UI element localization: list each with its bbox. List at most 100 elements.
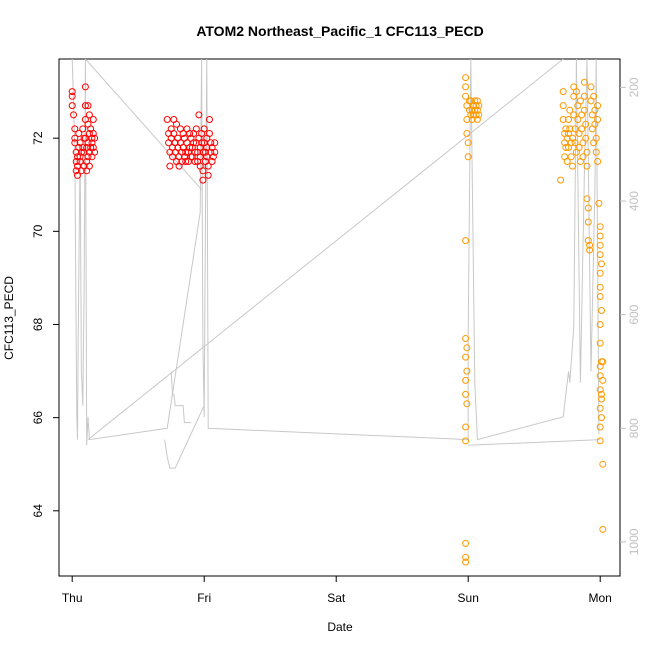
data-point (91, 134, 99, 142)
data-point (571, 139, 579, 147)
data-point (89, 144, 97, 151)
data-point (580, 106, 588, 114)
data-point (182, 148, 190, 156)
data-point (179, 130, 187, 137)
x-tick-label: Sun (458, 591, 479, 605)
data-point (583, 162, 591, 170)
data-point (584, 218, 592, 226)
data-point (473, 97, 481, 105)
data-point (72, 158, 80, 165)
x-tick-label: Fri (197, 591, 211, 605)
data-point (186, 144, 194, 151)
data-point (195, 111, 203, 119)
data-point (462, 83, 470, 91)
data-point (578, 125, 586, 133)
data-point (463, 367, 471, 375)
data-point (596, 423, 604, 431)
right-axis: 200 400 600 800 1000 (620, 77, 641, 555)
data-point (583, 195, 591, 203)
data-point (557, 176, 565, 184)
data-point (463, 116, 471, 123)
data-point (462, 376, 470, 384)
data-point (81, 83, 89, 91)
data-point (567, 139, 575, 147)
data-point (186, 130, 194, 137)
data-point (468, 106, 476, 114)
data-point (470, 111, 477, 119)
data-point (91, 148, 99, 156)
data-point (204, 162, 212, 170)
data-point (468, 116, 476, 123)
data-point (198, 139, 206, 147)
x-axis: Thu Fri Sat Sun Mon (62, 576, 612, 605)
data-point (563, 158, 571, 165)
data-point (464, 139, 472, 147)
data-point (206, 130, 213, 137)
data-point (471, 97, 479, 105)
data-point (596, 339, 604, 347)
data-point (559, 102, 567, 110)
data-point (598, 260, 605, 268)
data-point (204, 171, 212, 179)
data-point (89, 130, 97, 137)
data-point (87, 144, 95, 151)
data-point (559, 88, 567, 96)
data-point (84, 102, 92, 110)
profile-line (71, 58, 600, 446)
data-point (594, 102, 602, 110)
y-axis-label: CFC113_PECD (2, 276, 16, 360)
data-point (202, 148, 209, 156)
profile-connector (85, 58, 202, 191)
right-tick-label: 200 (627, 77, 641, 97)
data-point (76, 153, 84, 161)
data-point (584, 204, 592, 212)
data-point (462, 390, 470, 398)
data-point (203, 153, 211, 161)
data-point (68, 102, 76, 110)
data-point (559, 116, 567, 123)
data-point (463, 130, 471, 137)
y-tick-label: 68 (31, 317, 45, 331)
right-tick-label: 600 (627, 304, 641, 324)
data-point (596, 293, 604, 300)
data-point (74, 171, 81, 179)
data-point (594, 116, 602, 123)
data-point (579, 153, 587, 161)
data-point (472, 111, 480, 119)
data-point (596, 232, 604, 240)
data-point (79, 125, 87, 133)
data-point (84, 153, 92, 161)
y-tick-label: 64 (31, 504, 45, 518)
profile-line-segment (164, 405, 205, 469)
data-point (462, 237, 470, 245)
data-point (576, 97, 584, 105)
right-tick-label: 800 (627, 418, 641, 438)
data-point (462, 553, 470, 561)
data-point (572, 88, 580, 96)
data-point (462, 353, 470, 361)
profile-line-segment (170, 371, 191, 424)
data-points (68, 74, 607, 566)
data-point (571, 125, 579, 133)
data-point (587, 83, 595, 91)
data-point (211, 139, 219, 147)
data-point (596, 437, 604, 445)
x-tick-label: Thu (62, 591, 83, 605)
data-point (190, 139, 198, 147)
data-point (208, 158, 216, 165)
data-point (596, 321, 604, 328)
data-point (562, 144, 570, 151)
data-point (191, 158, 199, 165)
data-point (170, 130, 178, 137)
data-point (580, 78, 588, 86)
plot-frame (58, 58, 621, 577)
data-point (463, 400, 471, 408)
data-point (462, 74, 470, 82)
data-point (590, 92, 598, 100)
data-point (206, 116, 213, 123)
data-point (466, 106, 473, 114)
data-point (596, 251, 604, 259)
data-point (462, 335, 470, 342)
data-point (85, 162, 93, 170)
